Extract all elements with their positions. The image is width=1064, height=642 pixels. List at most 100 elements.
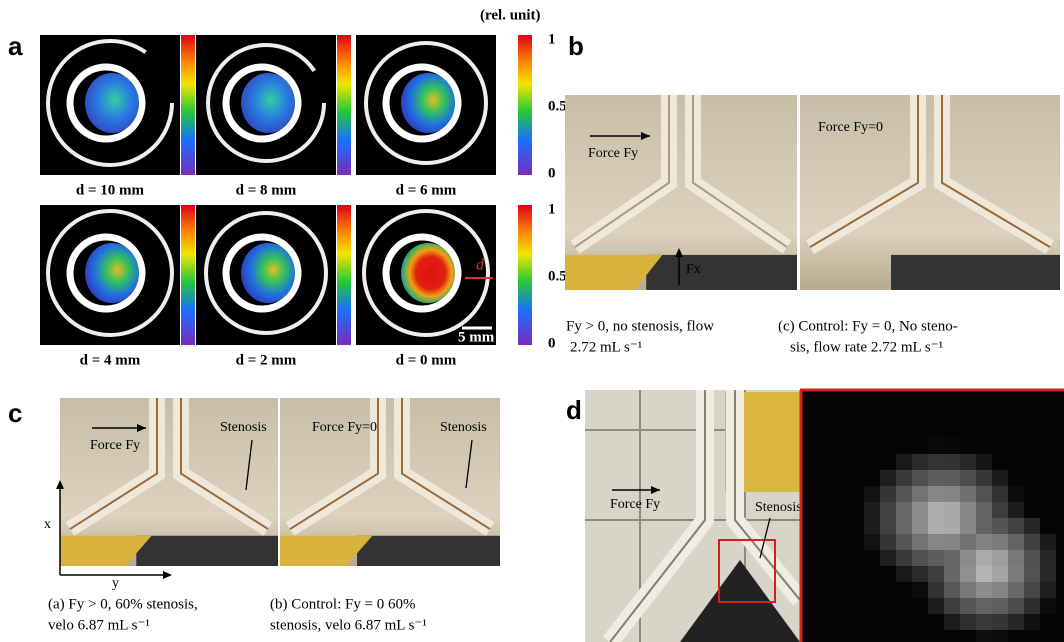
caption: sis, flow rate 2.72 mL s⁻¹ (790, 339, 943, 355)
pixel (992, 598, 1008, 614)
colorbar-tick: 0 (548, 335, 556, 351)
caption: 2.72 mL s⁻¹ (570, 339, 642, 355)
pixel (944, 550, 960, 566)
caption: Fy > 0, no stenosis, flow (566, 318, 714, 334)
force-label: Force Fy=0 (312, 420, 377, 435)
pixel (928, 582, 944, 598)
pixel (960, 470, 976, 486)
dark-base (646, 255, 797, 290)
pixel (960, 486, 976, 502)
pixel (976, 454, 992, 470)
pixel (864, 486, 880, 502)
pixel (928, 454, 944, 470)
pixel (1008, 534, 1024, 550)
caption: velo 6.87 mL s⁻¹ (48, 617, 150, 633)
pixel (992, 614, 1008, 630)
pixel (976, 486, 992, 502)
pixel (976, 614, 992, 630)
colorbar-tick: 1 (548, 201, 556, 217)
distance-label: d = 10 mm (76, 182, 145, 198)
panel-c: Force Fy Force Fy=0 Stenosis Stenosis x … (44, 398, 500, 633)
colorbar-tick: 0.5 (548, 98, 567, 114)
colorbar (518, 205, 532, 345)
pixel (944, 566, 960, 582)
colorbar (518, 35, 532, 175)
pixel (976, 582, 992, 598)
colorbar (181, 35, 195, 175)
pixel (896, 534, 912, 550)
pixel (880, 470, 896, 486)
pixel (976, 470, 992, 486)
unit-label: (rel. unit) (480, 7, 541, 23)
pixel (928, 566, 944, 582)
pixel (928, 486, 944, 502)
dark-base (357, 536, 500, 566)
force-label: Fx (686, 262, 701, 277)
pixel (976, 518, 992, 534)
pixel (1024, 518, 1040, 534)
pixel (1008, 566, 1024, 582)
pixel (864, 518, 880, 534)
pixel (928, 598, 944, 614)
pixel (976, 550, 992, 566)
intensity-blob (241, 243, 295, 303)
pixel (944, 470, 960, 486)
colorbar (181, 205, 195, 345)
pixel (864, 534, 880, 550)
caption: stenosis, velo 6.87 mL s⁻¹ (270, 617, 427, 633)
distance-marker: d (476, 257, 485, 274)
colorbar (337, 205, 351, 345)
pixel (880, 486, 896, 502)
panel-label: b (568, 31, 584, 61)
pixel (896, 502, 912, 518)
force-label: Force Fy (610, 497, 660, 512)
pixel (976, 630, 992, 642)
pixel (944, 534, 960, 550)
pixel (992, 470, 1008, 486)
pixel (944, 598, 960, 614)
pixel (960, 566, 976, 582)
pixel (992, 550, 1008, 566)
pixel (880, 534, 896, 550)
pixel (960, 534, 976, 550)
panel-label: c (8, 398, 22, 428)
pixel (1040, 582, 1056, 598)
pixel (1040, 598, 1056, 614)
pixel (880, 550, 896, 566)
pixel (976, 598, 992, 614)
pixel (944, 486, 960, 502)
figure-page: a b c d (rel. unit) d = 10 mm d = 8 mm d =… (0, 0, 1064, 642)
pixel (944, 582, 960, 598)
pixel (1008, 614, 1024, 630)
pixel (912, 454, 928, 470)
pixel (1008, 550, 1024, 566)
pixel (1024, 550, 1040, 566)
pixel (976, 566, 992, 582)
pixel (944, 614, 960, 630)
pixel (1024, 582, 1040, 598)
pixel (912, 534, 928, 550)
pixel (960, 598, 976, 614)
pixel (912, 550, 928, 566)
pixel (960, 518, 976, 534)
pixel (1024, 614, 1040, 630)
pixel (944, 518, 960, 534)
distance-label: d = 8 mm (236, 182, 297, 198)
pixel (976, 502, 992, 518)
panel-label: a (8, 31, 23, 61)
stenosis-label: Stenosis (440, 420, 487, 435)
axis-label: x (44, 517, 51, 532)
pixel (880, 518, 896, 534)
intensity-blob (401, 243, 455, 303)
force-label: Force Fy (90, 438, 140, 453)
pixel (1008, 502, 1024, 518)
caption: (c) Control: Fy = 0, No steno- (778, 318, 958, 334)
pixel (896, 470, 912, 486)
pixel (992, 582, 1008, 598)
pixel (992, 502, 1008, 518)
intensity-blob (241, 73, 295, 133)
pixel (1008, 518, 1024, 534)
distance-label: d = 0 mm (396, 352, 457, 368)
pixel (960, 614, 976, 630)
